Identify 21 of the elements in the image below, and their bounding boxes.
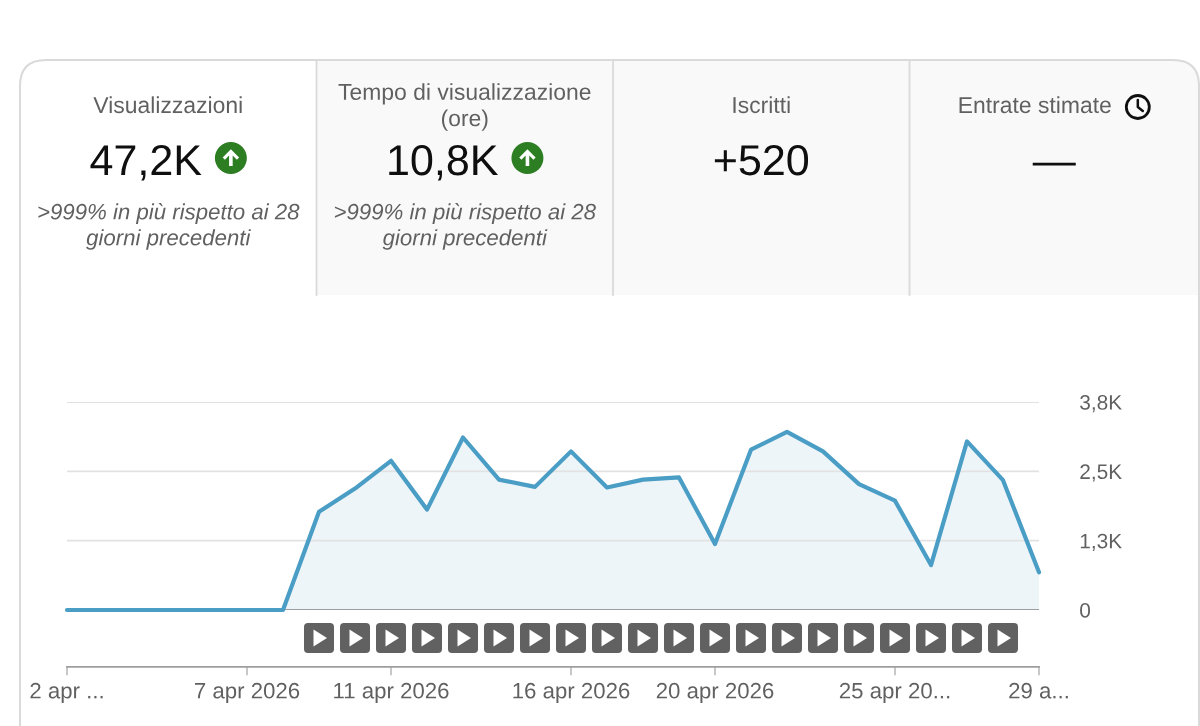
x-tick-label: 2 apr ...	[30, 682, 103, 703]
text: 47,2K	[90, 144, 202, 181]
text: >999% in più rispetto ai 28 giorni precedenti	[334, 203, 596, 250]
text: >999% in più rispetto ai 28 giorni precedenti	[38, 203, 300, 250]
x-tick-label: 7 apr 2026	[195, 682, 300, 703]
text: Entrate stimate	[959, 96, 1111, 114]
y-tick-label: 2,5K	[1080, 464, 1122, 482]
y-tick-label: 3,8K	[1080, 395, 1122, 413]
text: Visualizzazioni	[93, 96, 242, 114]
x-tick-label: 29 a...	[1009, 682, 1068, 699]
x-tick-label: 16 apr 2026	[513, 682, 630, 703]
text: —	[1032, 162, 1076, 166]
text: 10,8K	[389, 144, 499, 181]
y-tick-label: 0	[1080, 603, 1091, 618]
y-tick-label: 1,3K	[1080, 533, 1122, 551]
x-tick-label: 20 apr 2026	[656, 682, 774, 703]
x-tick-label: 25 apr 20...	[839, 682, 950, 703]
text: Iscritti	[733, 96, 790, 114]
x-tick-label: 11 apr 2026	[334, 682, 449, 703]
text: +520	[714, 144, 809, 176]
text: Tempo di visualizzazione (ore)	[338, 83, 591, 131]
